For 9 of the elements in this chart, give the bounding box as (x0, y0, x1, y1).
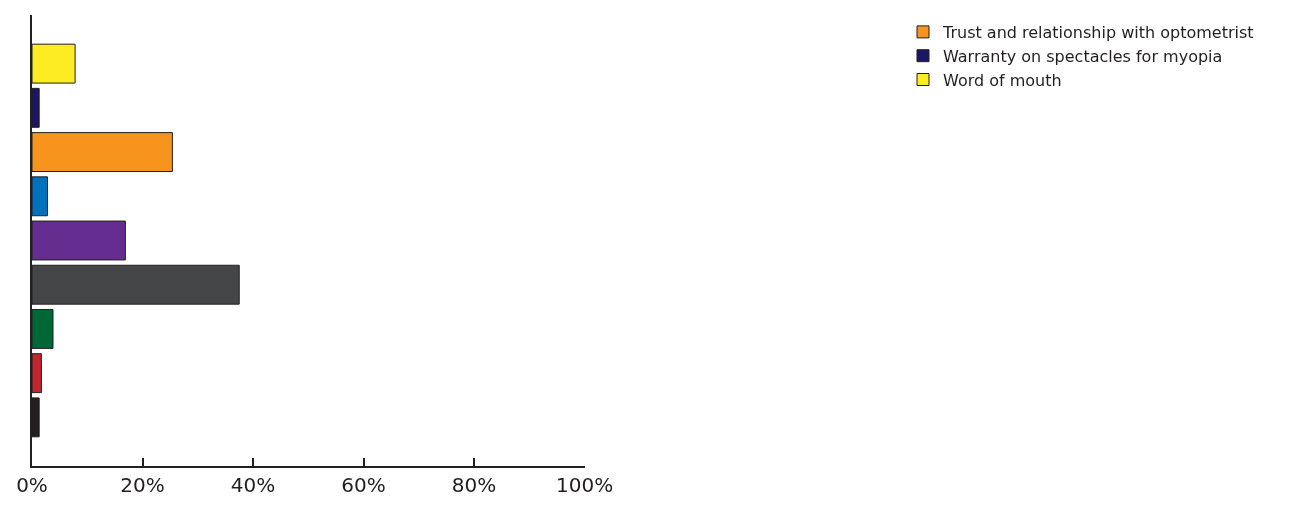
x-tick-label: 0% (16, 473, 48, 497)
legend-label: Trust and relationship with optometrist (942, 23, 1254, 43)
legend-label: Word of mouth (943, 70, 1062, 90)
x-tick-label: 40% (230, 473, 276, 497)
legend-label: Warranty on spectacles for myopia (943, 46, 1223, 66)
x-tick-label: 60% (341, 473, 386, 497)
x-tick-label: 20% (120, 473, 165, 497)
x-tick-label: 100% (556, 473, 614, 497)
x-tick-label: 80% (451, 473, 497, 497)
